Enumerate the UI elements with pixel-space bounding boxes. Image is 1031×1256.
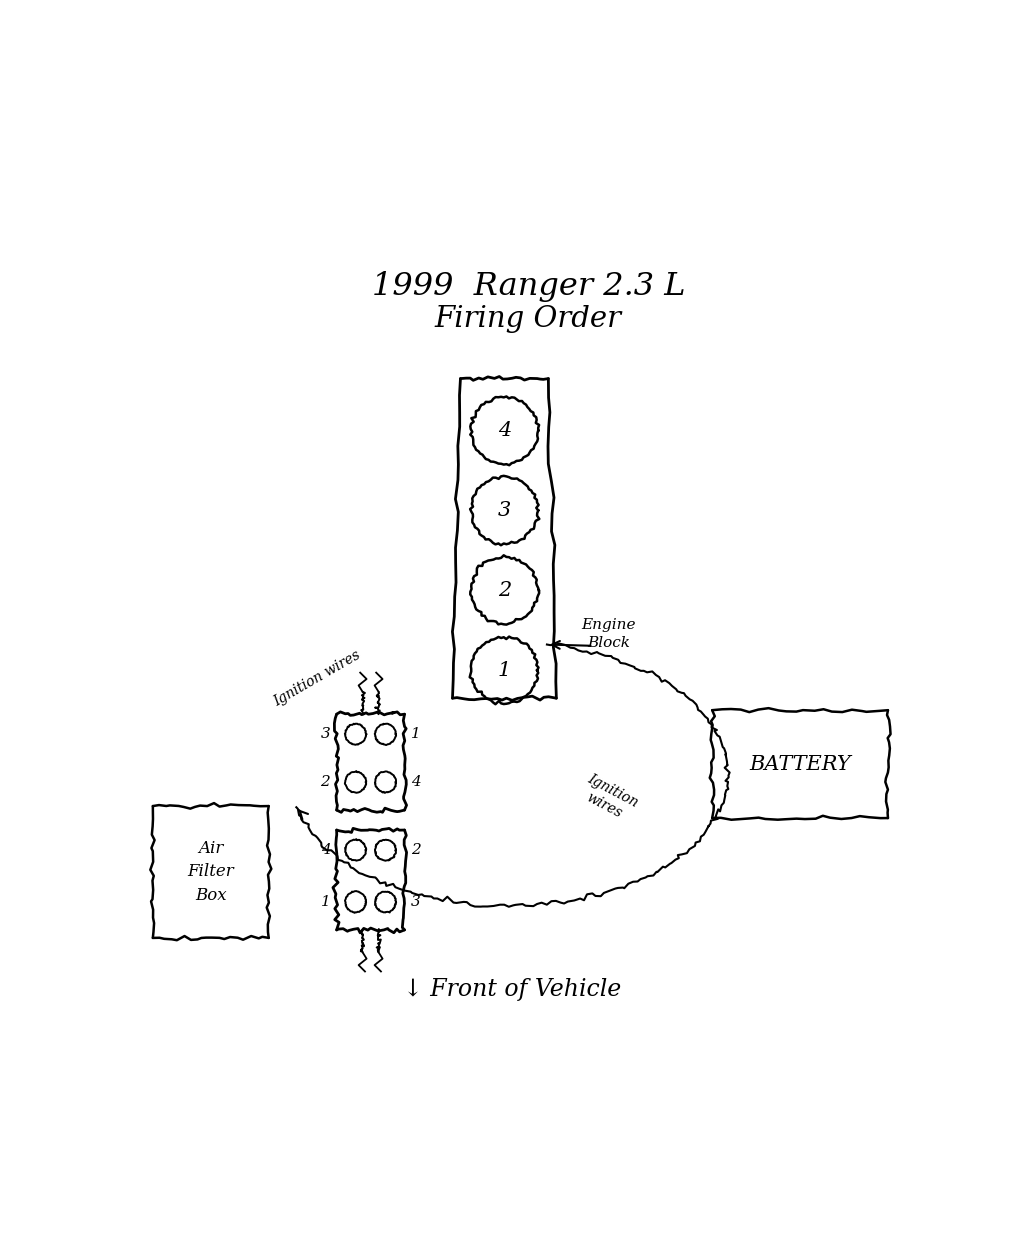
Text: 1: 1 [321, 896, 330, 909]
Text: 4: 4 [321, 843, 330, 857]
Text: BATTERY: BATTERY [750, 755, 851, 774]
Text: Firing Order: Firing Order [435, 305, 622, 333]
Text: 1: 1 [410, 727, 421, 741]
Text: 3: 3 [410, 896, 421, 909]
Text: 2: 2 [410, 843, 421, 857]
Text: 1: 1 [498, 661, 511, 679]
Text: 1999  Ranger 2.3 L: 1999 Ranger 2.3 L [371, 271, 686, 303]
Text: 3: 3 [498, 501, 511, 520]
Text: Ignition wires: Ignition wires [271, 648, 363, 708]
Text: 4: 4 [498, 421, 511, 440]
Text: Engine
Block: Engine Block [581, 618, 635, 651]
Text: 4: 4 [410, 775, 421, 789]
Text: 2: 2 [498, 580, 511, 600]
Text: Air
Filter
Box: Air Filter Box [188, 840, 234, 904]
Text: 3: 3 [321, 727, 330, 741]
Text: Ignition
wires: Ignition wires [576, 771, 640, 825]
Text: ↓ Front of Vehicle: ↓ Front of Vehicle [403, 978, 622, 1001]
Text: 2: 2 [321, 775, 330, 789]
